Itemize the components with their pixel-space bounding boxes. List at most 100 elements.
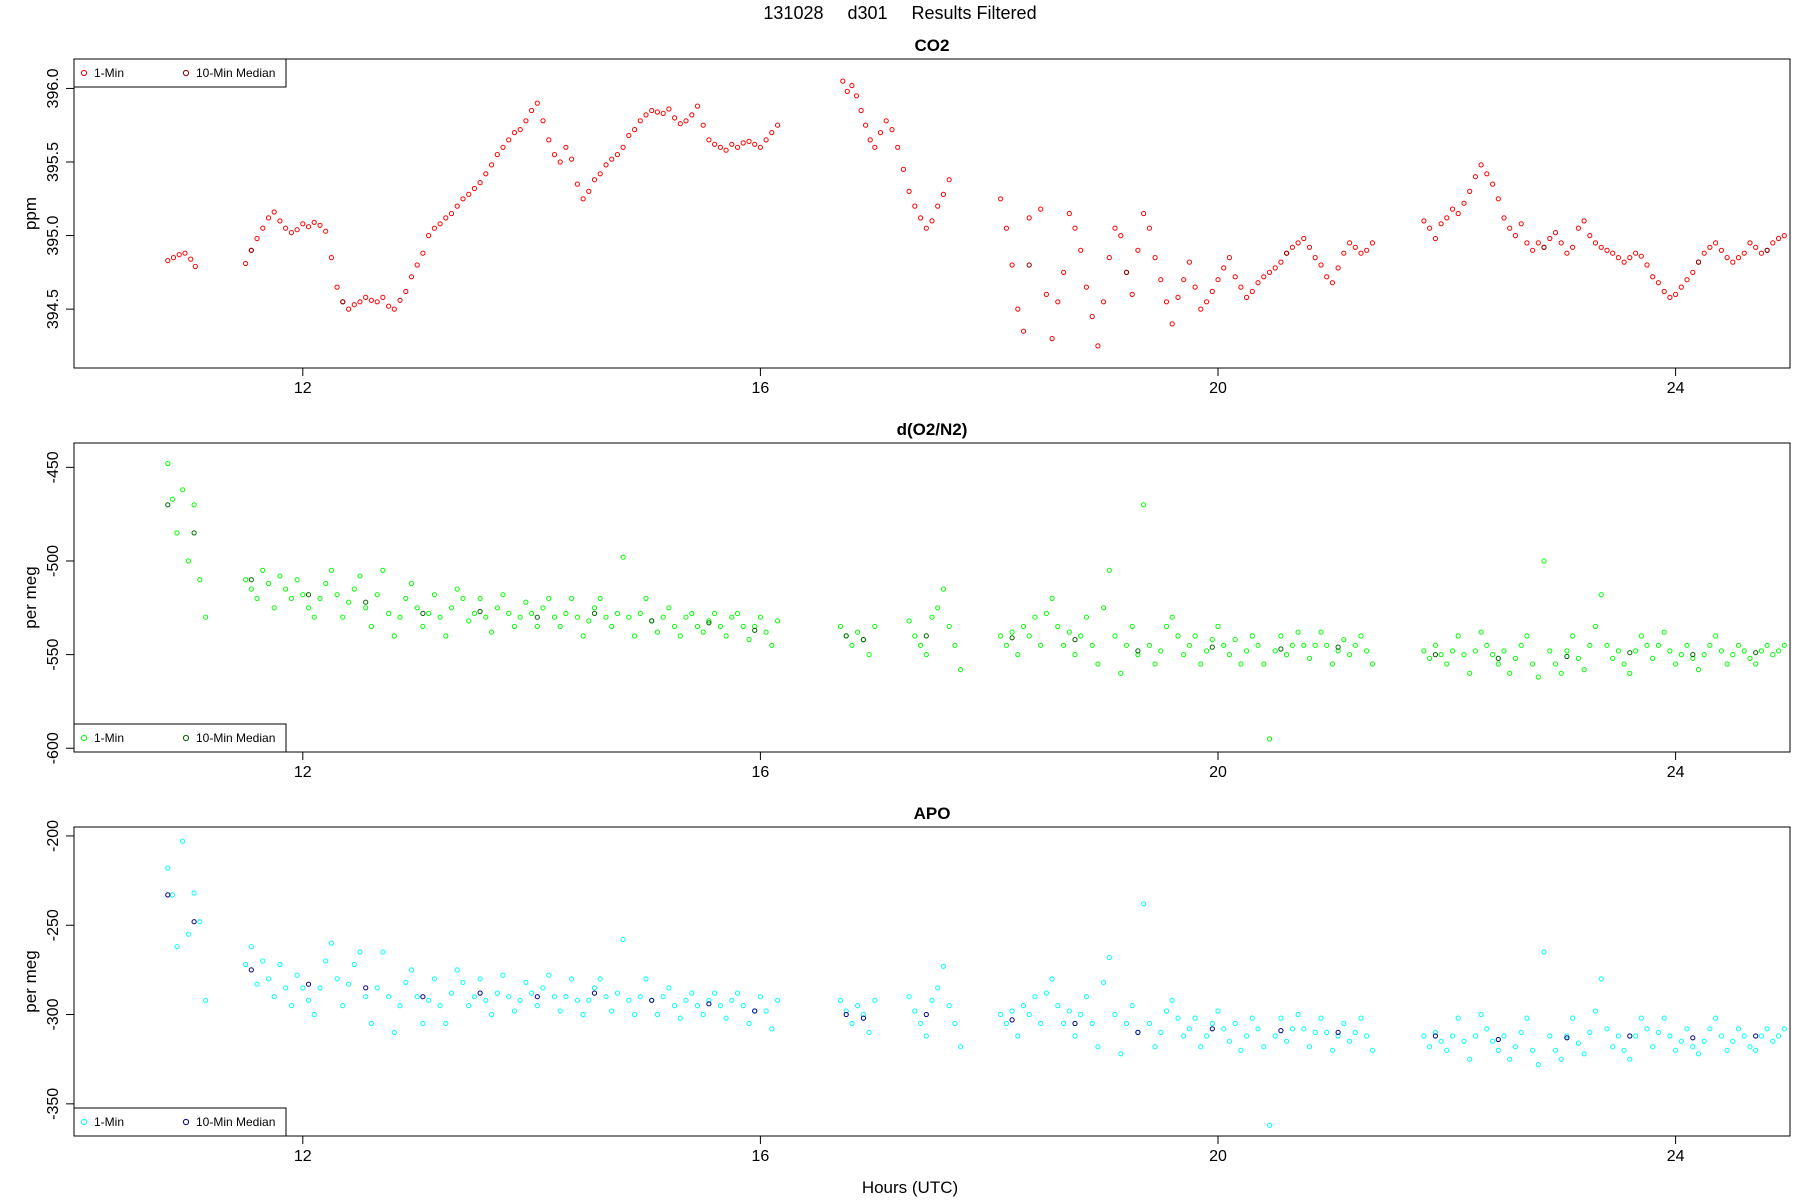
co2-one-min-point bbox=[1455, 210, 1461, 217]
o2n2-one-min-point bbox=[1730, 652, 1736, 658]
co2-one-min-point bbox=[1055, 299, 1061, 305]
co2-one-min-point bbox=[1369, 240, 1376, 246]
o2n2-one-min-point bbox=[1598, 592, 1604, 598]
apo-one-min-point bbox=[1341, 1020, 1347, 1027]
co2-one-min-point bbox=[1238, 284, 1244, 290]
apo-one-min-point bbox=[431, 976, 437, 982]
o2n2-one-min-point bbox=[689, 610, 695, 617]
co2-one-min-point bbox=[477, 180, 483, 186]
o2n2-one-min-point bbox=[1003, 642, 1010, 648]
co2-one-min-point bbox=[1249, 288, 1255, 295]
o2n2-one-min-point bbox=[529, 610, 535, 617]
o2n2-one-min-point bbox=[185, 558, 191, 564]
apo-one-min-point bbox=[1461, 1038, 1467, 1044]
apo-one-min-point bbox=[294, 972, 300, 978]
co2-one-min-point bbox=[260, 225, 266, 231]
o2n2-one-min-point bbox=[1061, 642, 1067, 648]
o2n2-one-min-point bbox=[260, 567, 266, 573]
co2-one-min-point bbox=[1335, 265, 1341, 271]
o2n2-one-min-point bbox=[740, 623, 746, 630]
apo-one-min-point bbox=[1324, 1029, 1330, 1036]
apo-one-min-point bbox=[929, 997, 935, 1003]
o2n2-one-min-point bbox=[1735, 642, 1742, 648]
apo-one-min-point bbox=[1621, 1047, 1627, 1053]
apo-one-min-point bbox=[1427, 1044, 1433, 1050]
apo-one-min-point bbox=[1192, 1015, 1198, 1021]
o2n2-one-min-point bbox=[1020, 623, 1027, 630]
co2-one-min-point bbox=[946, 177, 952, 183]
apo-one-min-point bbox=[165, 865, 171, 871]
co2-one-min-point bbox=[1776, 235, 1782, 242]
apo-median-point bbox=[591, 990, 598, 996]
co2-one-min-point bbox=[506, 137, 512, 143]
apo-one-min-point bbox=[1490, 1038, 1496, 1044]
apo-one-min-point bbox=[614, 990, 621, 996]
apo-one-min-point bbox=[1003, 1020, 1010, 1027]
o2n2-median-point bbox=[1495, 655, 1501, 662]
apo-one-min-point bbox=[1352, 1029, 1358, 1036]
apo-one-min-point bbox=[700, 1011, 706, 1018]
o2n2-y-tick-label: -600 bbox=[45, 732, 62, 764]
apo-one-min-point bbox=[328, 940, 334, 946]
co2-one-min-point bbox=[1101, 299, 1107, 305]
co2-y-tick-label: 396.0 bbox=[45, 68, 62, 108]
apo-one-min-point bbox=[1112, 1011, 1118, 1018]
co2-legend-label: 1-Min bbox=[94, 66, 124, 80]
co2-one-min-point bbox=[397, 297, 403, 303]
co2-one-min-point bbox=[454, 203, 460, 209]
o2n2-one-min-point bbox=[723, 633, 729, 639]
o2n2-one-min-point bbox=[1518, 642, 1524, 648]
o2n2-one-min-point bbox=[165, 461, 171, 467]
apo-one-min-point bbox=[1078, 1011, 1084, 1018]
o2n2-x-tick-label: 12 bbox=[294, 764, 312, 781]
apo-one-min-point bbox=[1633, 1033, 1639, 1039]
co2-one-min-point bbox=[775, 122, 781, 128]
co2-one-min-point bbox=[437, 221, 443, 227]
o2n2-one-min-point bbox=[1141, 502, 1147, 508]
co2-one-min-point bbox=[1169, 321, 1175, 327]
apo-median-point bbox=[1278, 1028, 1284, 1034]
apo-median-series bbox=[165, 892, 1759, 1043]
apo-one-min-point bbox=[1284, 1038, 1290, 1044]
apo-one-min-point bbox=[597, 976, 603, 982]
apo-one-min-point bbox=[729, 997, 735, 1003]
o2n2-one-min-point bbox=[929, 614, 935, 620]
o2n2-one-min-point bbox=[952, 642, 958, 648]
apo-one-min-point bbox=[1209, 1020, 1215, 1027]
co2-legend-box bbox=[73, 58, 287, 88]
o2n2-one-min-point bbox=[1347, 652, 1353, 658]
apo-one-min-point bbox=[1181, 1033, 1187, 1039]
apo-one-min-point bbox=[569, 976, 575, 982]
apo-one-min-point bbox=[426, 997, 432, 1003]
apo-one-min-point bbox=[591, 985, 598, 991]
o2n2-one-min-point bbox=[1684, 642, 1690, 648]
o2n2-one-min-point bbox=[1226, 652, 1233, 658]
o2n2-one-min-point bbox=[1324, 642, 1330, 648]
o2n2-one-min-point bbox=[654, 629, 661, 635]
o2n2-one-min-point bbox=[1638, 633, 1644, 639]
o2n2-one-min-point bbox=[1066, 629, 1072, 635]
co2-one-min-point bbox=[386, 303, 392, 309]
apo-median-point bbox=[1335, 1029, 1341, 1036]
apo-median-point bbox=[1495, 1036, 1501, 1043]
o2n2-one-min-point bbox=[1587, 642, 1593, 648]
co2-one-min-point bbox=[1587, 233, 1593, 239]
co2-one-min-point bbox=[597, 171, 603, 177]
co2-one-min-point bbox=[632, 127, 638, 133]
o2n2-one-min-point bbox=[1163, 623, 1170, 630]
o2n2-one-min-point bbox=[1204, 648, 1210, 654]
apo-legend-marker bbox=[182, 1118, 190, 1126]
o2n2-one-min-point bbox=[1186, 642, 1193, 648]
apo-one-min-point bbox=[1358, 1015, 1364, 1021]
co2-one-min-point bbox=[1621, 259, 1627, 265]
o2n2-one-min-point bbox=[700, 629, 706, 635]
o2n2-one-min-point bbox=[243, 577, 249, 583]
co2-one-min-point bbox=[1158, 277, 1164, 283]
o2n2-one-min-point bbox=[586, 618, 592, 624]
co2-one-min-point bbox=[1175, 294, 1181, 300]
co2-one-min-point bbox=[1112, 225, 1118, 231]
co2-one-min-point bbox=[1592, 240, 1599, 246]
apo-legend-label: 1-Min bbox=[94, 1115, 124, 1129]
apo-one-min-point bbox=[660, 994, 666, 1000]
co2-one-min-point bbox=[188, 256, 194, 262]
